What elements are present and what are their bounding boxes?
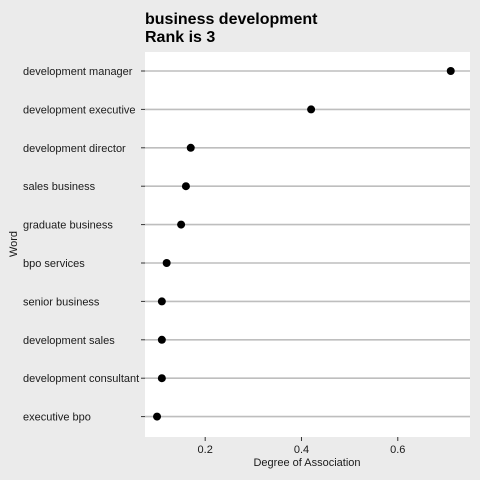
data-point (157, 297, 166, 306)
y-tick-label: development executive (23, 104, 136, 116)
y-tick-label: development director (23, 143, 126, 155)
y-axis-title: Word (8, 231, 20, 257)
plot-panel (145, 52, 470, 437)
y-tick-label: development sales (23, 335, 115, 347)
y-tick-label: sales business (23, 181, 96, 193)
x-axis: 0.2 0.4 0.6 (198, 437, 405, 456)
x-axis-title: Degree of Association (253, 457, 360, 469)
y-tick-label: development manager (23, 66, 133, 78)
y-tick-label: graduate business (23, 220, 113, 232)
chart-subtitle: Rank is 3 (145, 29, 215, 46)
x-tick-label: 0.2 (198, 444, 213, 456)
chart-title: business development (145, 11, 318, 28)
data-point (177, 220, 186, 229)
y-tick-labels: development manager development executive… (23, 66, 145, 424)
data-point (153, 412, 162, 421)
x-tick-label: 0.4 (294, 444, 309, 456)
y-tick-label: development consultant (23, 373, 139, 385)
data-point (307, 105, 316, 114)
data-point (157, 335, 166, 344)
data-point (181, 182, 190, 191)
x-tick-label: 0.6 (390, 444, 405, 456)
data-point (186, 143, 195, 152)
data-point (157, 374, 166, 383)
data-point (446, 67, 455, 75)
data-point (162, 259, 171, 267)
y-tick-label: bpo services (23, 258, 85, 270)
y-tick-label: executive bpo (23, 412, 91, 424)
y-tick-label: senior business (23, 296, 100, 308)
data-points (153, 67, 455, 421)
